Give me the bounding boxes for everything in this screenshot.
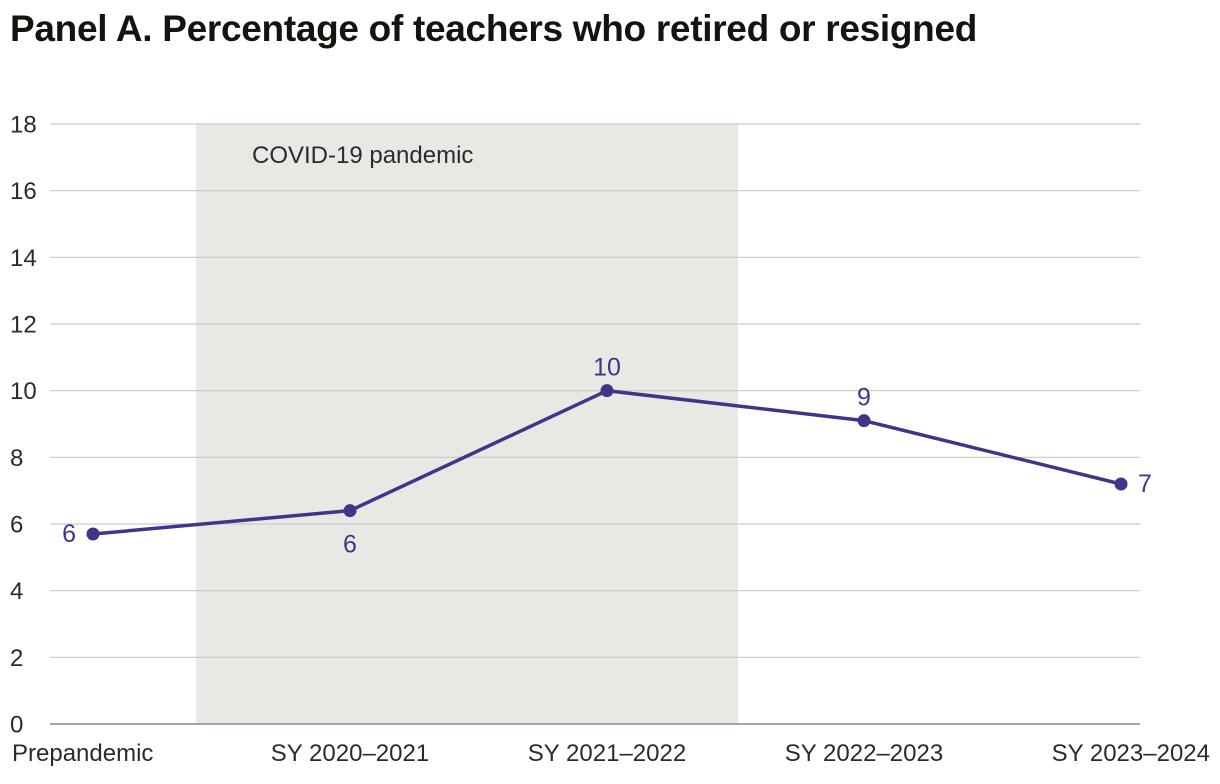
series-group [86,384,1128,541]
data-label: 9 [857,384,871,412]
data-point [1114,477,1128,491]
data-label: 6 [343,531,357,559]
y-tick-label: 16 [10,178,37,205]
gridlines [50,123,1140,725]
x-tick-label: SY 2020–2021 [271,740,429,767]
data-point [343,504,357,518]
data-label: 10 [593,354,621,382]
y-tick-label: 0 [10,712,23,739]
x-axis-ticks: Prepandemic SY 2020–2021 SY 2021–2022 SY 20… [12,740,1210,767]
data-labels: 6 6 10 9 7 [62,354,1152,559]
data-point [857,414,871,428]
x-tick-label: SY 2022–2023 [785,740,943,767]
y-tick-label: 4 [10,578,23,605]
x-tick-label: Prepandemic [12,740,153,767]
y-tick-label: 2 [10,645,23,672]
y-tick-label: 6 [10,512,23,539]
data-point [86,527,100,541]
y-tick-label: 8 [10,445,23,472]
y-tick-label: 12 [10,312,37,339]
chart-title: Panel A. Percentage of teachers who reti… [10,8,978,49]
data-label: 7 [1138,470,1152,498]
data-label: 6 [62,520,76,548]
y-tick-label: 18 [10,112,37,139]
pandemic-shade-label: COVID-19 pandemic [252,142,473,169]
pandemic-shade [196,124,738,724]
y-tick-label: 10 [10,378,37,405]
x-tick-label: SY 2023–2024 [1052,740,1210,767]
pandemic-shade-group: COVID-19 pandemic [196,124,738,724]
data-point [600,384,614,398]
y-axis-ticks: 0 2 4 6 8 10 12 14 16 18 [10,112,37,739]
y-tick-label: 14 [10,245,37,272]
x-tick-label: SY 2021–2022 [528,740,686,767]
